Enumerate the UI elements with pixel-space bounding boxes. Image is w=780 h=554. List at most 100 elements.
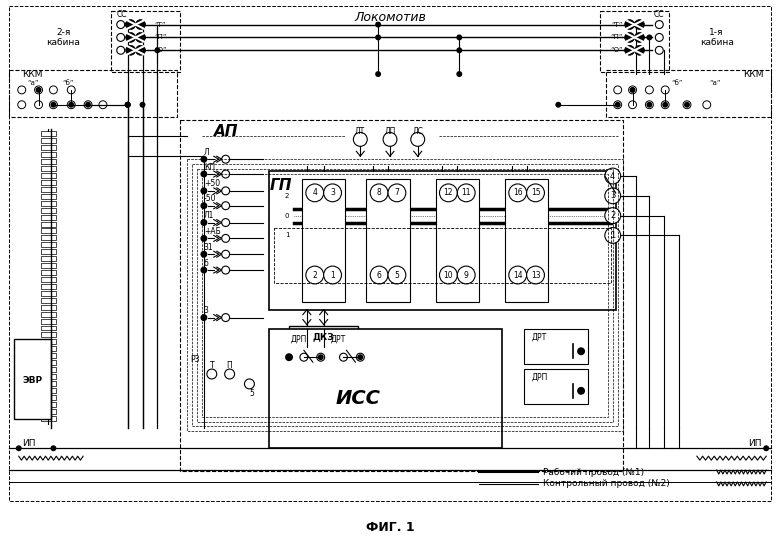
Circle shape [67, 86, 75, 94]
Circle shape [200, 219, 207, 226]
Circle shape [411, 132, 424, 146]
Circle shape [200, 202, 207, 209]
Text: ДКЗ: ДКЗ [313, 332, 335, 341]
Text: 11: 11 [462, 188, 471, 197]
Text: ЭВР: ЭВР [23, 377, 43, 386]
Bar [41, 346, 56, 351]
Bar [505, 179, 548, 302]
Bar [14, 340, 51, 419]
Bar [41, 340, 56, 345]
Bar [41, 270, 56, 275]
Circle shape [51, 102, 56, 107]
Circle shape [306, 266, 324, 284]
Text: 1-я
кабина: 1-я кабина [700, 28, 734, 47]
Circle shape [117, 47, 125, 54]
Circle shape [16, 445, 22, 452]
Circle shape [117, 33, 125, 42]
Text: +50: +50 [204, 179, 220, 188]
Bar [41, 319, 56, 324]
Circle shape [34, 101, 43, 109]
Text: 2: 2 [610, 211, 615, 220]
Circle shape [763, 445, 769, 452]
Circle shape [136, 33, 146, 42]
Bar [41, 208, 56, 213]
Text: ФИГ. 1: ФИГ. 1 [366, 521, 414, 534]
Bar [275, 228, 611, 283]
Text: 14: 14 [513, 270, 523, 280]
Circle shape [36, 87, 41, 93]
Text: ДРП: ДРП [291, 335, 307, 344]
Circle shape [222, 234, 229, 242]
Circle shape [388, 184, 406, 202]
Circle shape [604, 188, 621, 204]
Text: АП: АП [215, 124, 239, 139]
Bar [606, 70, 771, 117]
Bar [197, 169, 613, 422]
Text: “а”: “а” [709, 80, 721, 86]
Circle shape [604, 228, 621, 243]
Circle shape [555, 102, 562, 107]
Circle shape [457, 266, 475, 284]
Text: 0: 0 [285, 213, 289, 219]
Bar [523, 369, 588, 404]
Text: ДРТ: ДРТ [331, 335, 346, 344]
Circle shape [439, 184, 457, 202]
Circle shape [357, 354, 363, 360]
Bar [41, 235, 56, 240]
Circle shape [125, 102, 130, 107]
Text: Локомотив: Локомотив [354, 11, 426, 24]
Text: ДРТ: ДРТ [531, 333, 547, 342]
Circle shape [84, 101, 92, 109]
Circle shape [34, 86, 43, 94]
Circle shape [388, 266, 406, 284]
Bar [41, 173, 56, 178]
Circle shape [577, 387, 585, 395]
Text: Рабочий провод (№1): Рабочий провод (№1) [544, 468, 644, 476]
Bar [41, 374, 56, 379]
Circle shape [85, 102, 91, 107]
Circle shape [353, 132, 367, 146]
Circle shape [614, 86, 622, 94]
Circle shape [200, 235, 207, 242]
Bar [269, 330, 502, 448]
Circle shape [634, 33, 644, 42]
Circle shape [526, 184, 544, 202]
Circle shape [509, 184, 526, 202]
Circle shape [577, 347, 585, 355]
Circle shape [222, 266, 229, 274]
Circle shape [67, 101, 75, 109]
Circle shape [200, 266, 207, 274]
Circle shape [125, 22, 130, 28]
Circle shape [244, 379, 254, 389]
Text: П: П [227, 361, 232, 370]
Text: -50: -50 [204, 194, 216, 203]
Bar [41, 312, 56, 316]
Circle shape [629, 86, 636, 94]
Circle shape [222, 187, 229, 195]
Bar [41, 416, 56, 420]
Circle shape [456, 71, 463, 77]
Circle shape [383, 132, 397, 146]
Text: ГП: ГП [270, 178, 292, 193]
Bar [41, 256, 56, 261]
Text: ККМ: ККМ [22, 70, 42, 79]
Circle shape [69, 102, 74, 107]
Bar [41, 145, 56, 150]
Bar [202, 174, 608, 417]
Text: ЛС: ЛС [413, 127, 424, 136]
Bar [523, 330, 588, 364]
Bar [41, 291, 56, 296]
Circle shape [200, 156, 207, 163]
Text: СС: СС [654, 10, 665, 19]
Text: “Т”: “Т” [612, 22, 622, 28]
Bar [41, 381, 56, 386]
Circle shape [604, 168, 621, 184]
Circle shape [661, 86, 669, 94]
Bar [41, 409, 56, 414]
Circle shape [370, 184, 388, 202]
Polygon shape [558, 345, 573, 358]
Bar [41, 395, 56, 400]
Bar [41, 263, 56, 268]
Circle shape [136, 45, 146, 55]
Circle shape [126, 19, 136, 29]
